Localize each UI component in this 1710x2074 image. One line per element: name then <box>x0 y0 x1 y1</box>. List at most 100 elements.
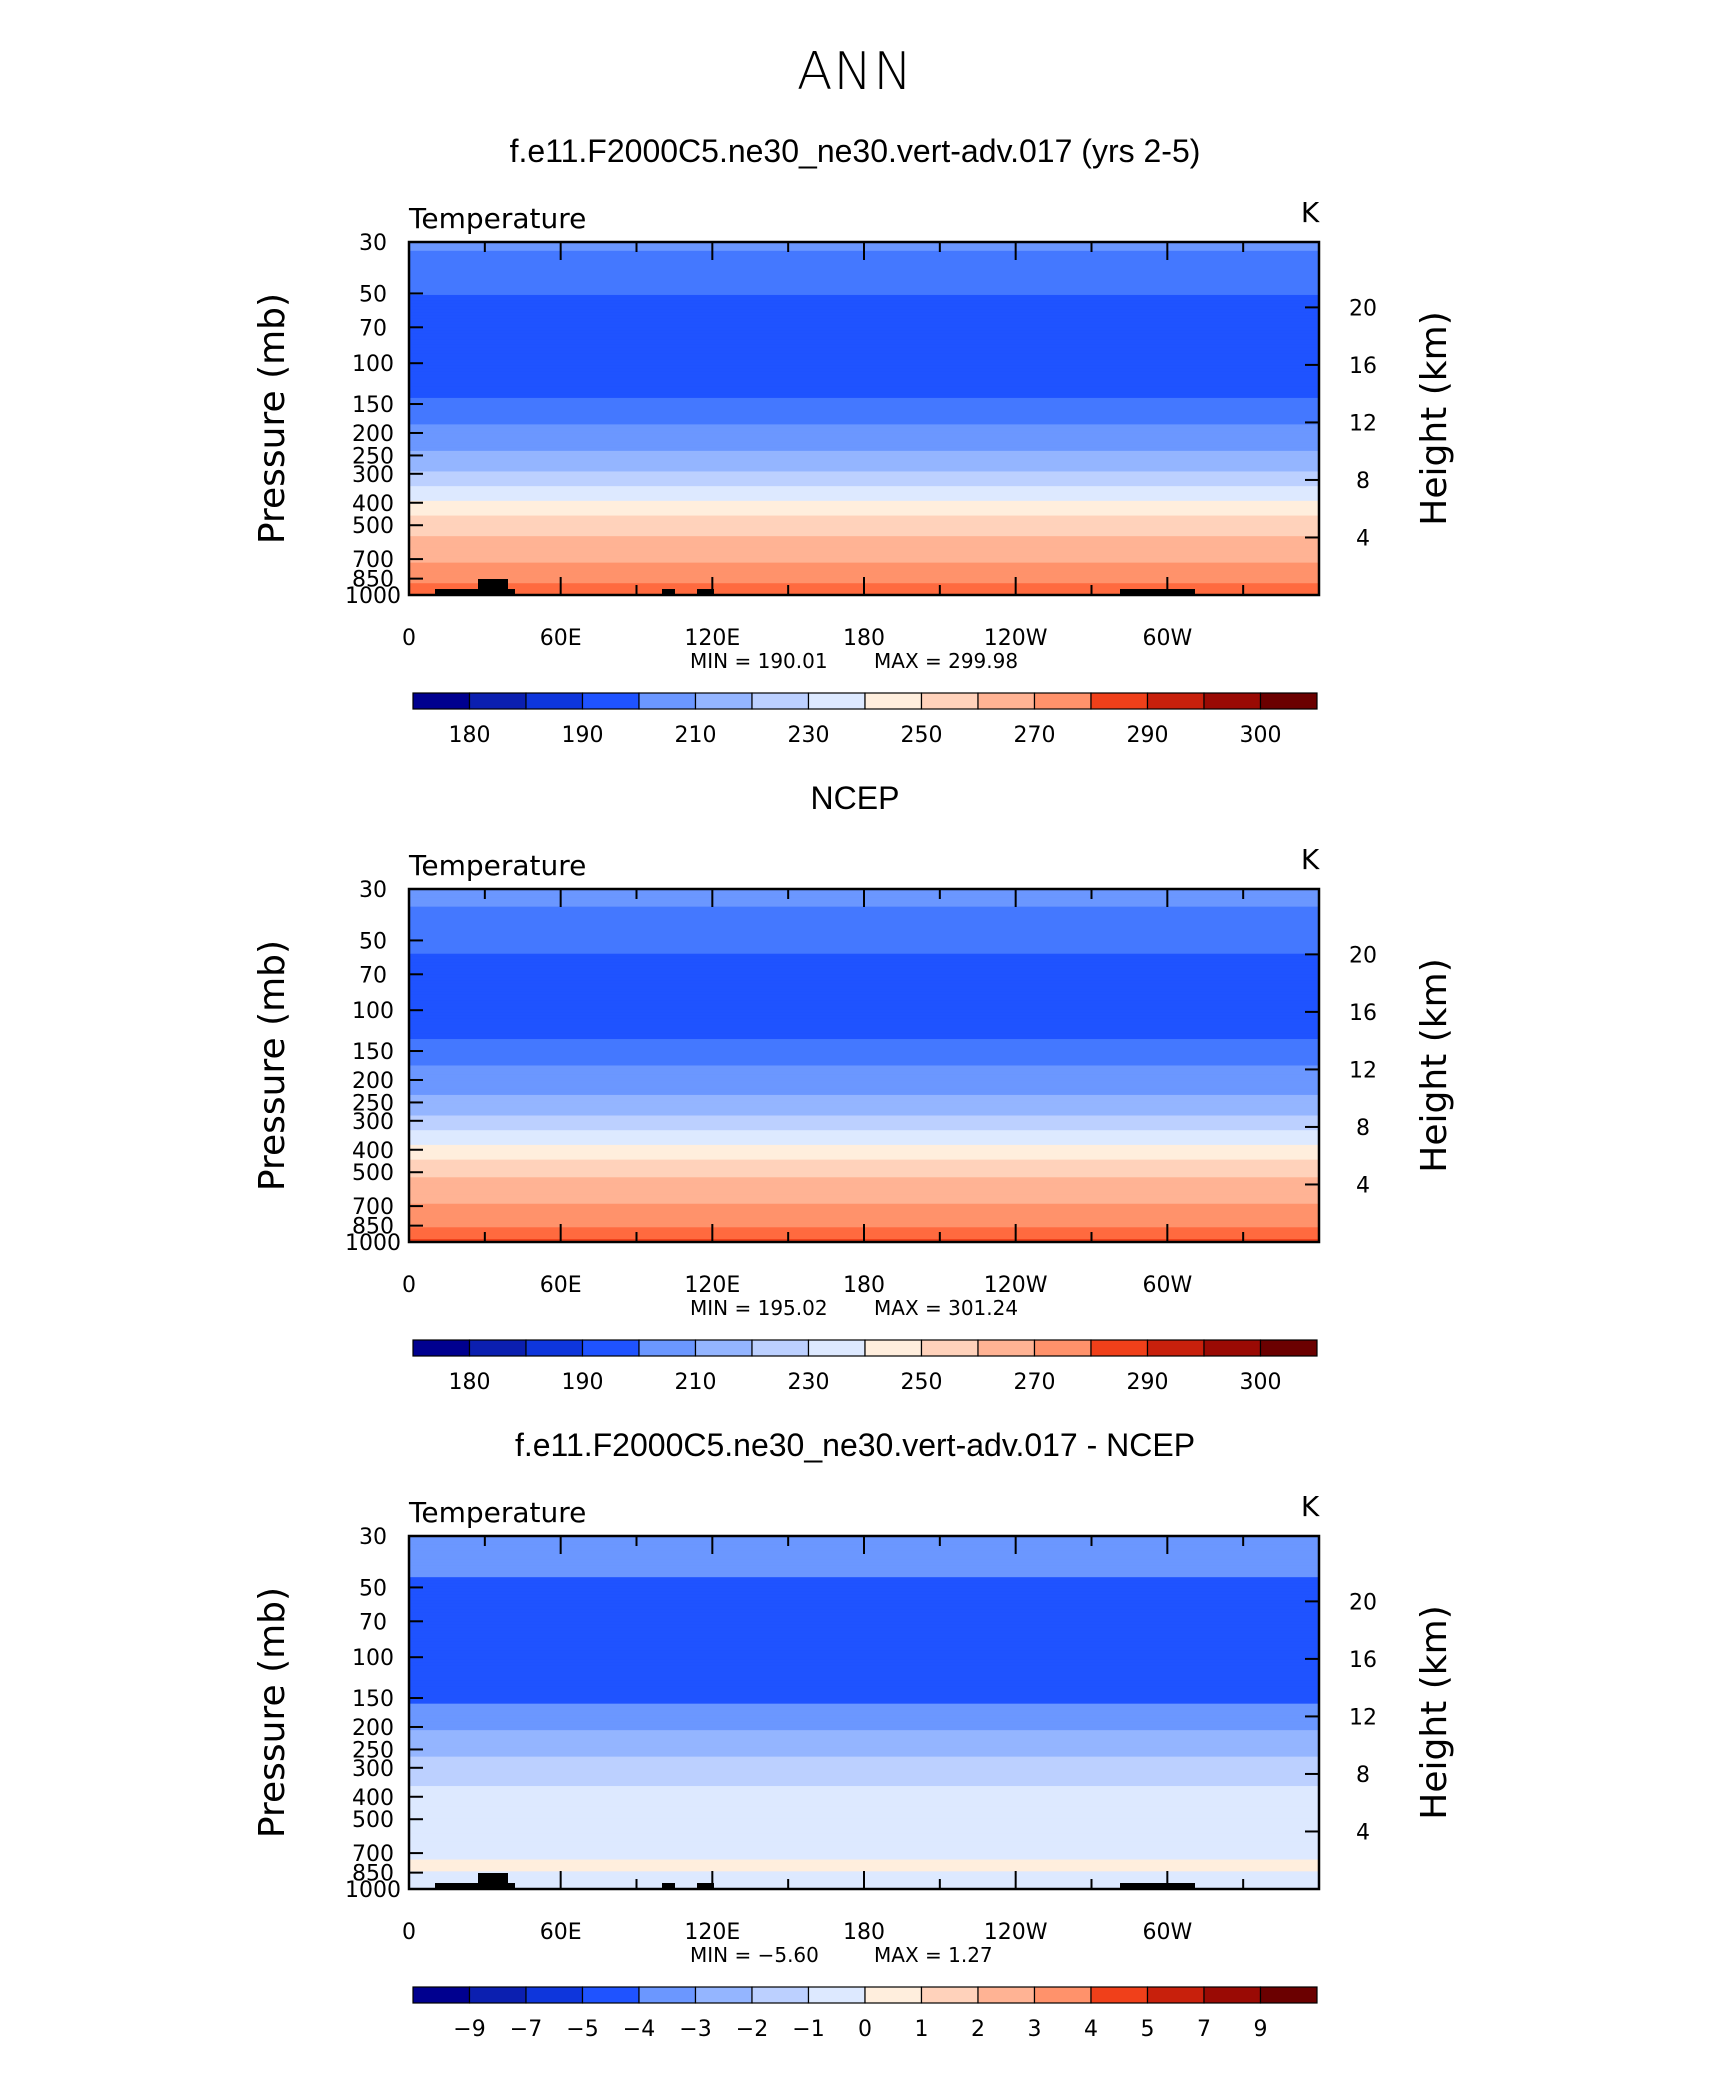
contour-band <box>409 497 1319 502</box>
contour-band <box>409 1756 1319 1761</box>
contour-band <box>409 1600 1319 1605</box>
contour-band <box>409 300 1319 305</box>
contour-band <box>409 1724 1319 1728</box>
contour-band <box>409 1065 1319 1070</box>
contour-band <box>409 1694 1319 1699</box>
contour-band <box>409 1077 1319 1081</box>
colorbar-box <box>412 692 471 710</box>
variable-label: Temperature <box>408 202 586 235</box>
contour-band <box>409 1856 1319 1861</box>
contour-band <box>409 1041 1319 1046</box>
colorbar-box <box>864 1339 923 1357</box>
y-tick-label: 400 <box>352 1786 394 1811</box>
contour-band <box>409 1136 1319 1140</box>
contour-band <box>409 1609 1319 1614</box>
contour-band <box>409 439 1319 443</box>
colorbar-box <box>1033 1986 1092 2004</box>
colorbar-box <box>1259 1986 1318 2004</box>
colorbar-box <box>412 1339 471 1357</box>
contour-band <box>409 274 1319 278</box>
contour-band <box>409 936 1319 940</box>
y-tick-label: 100 <box>352 1646 394 1671</box>
contour-band <box>409 1039 1319 1043</box>
y-tick-label: 1000 <box>345 584 401 609</box>
contour-band <box>409 333 1319 337</box>
contour-band <box>409 1747 1319 1752</box>
contour-band <box>409 430 1319 434</box>
variable-label: Temperature <box>408 1496 586 1529</box>
contour-band <box>409 1215 1319 1220</box>
y-axis-title: Pressure (mb) <box>252 1587 293 1838</box>
colorbar-box <box>807 1986 866 2004</box>
contour-band <box>409 444 1319 449</box>
contour-band <box>409 524 1319 528</box>
terrain-block <box>478 1873 508 1889</box>
contour-band <box>409 1006 1319 1011</box>
y-tick-label: 150 <box>352 1687 394 1712</box>
contour-band <box>409 565 1319 570</box>
colorbar-box <box>1203 1986 1262 2004</box>
panel-title-2: NCEP <box>810 780 900 816</box>
contour-band <box>409 1106 1319 1111</box>
colorbar-box <box>468 1986 527 2004</box>
panel-title-1: f.e11.F2000C5.ne30_ne30.vert-adv.017 (yr… <box>509 133 1201 169</box>
y-tick-label-right: 4 <box>1356 1820 1370 1845</box>
contour-band <box>409 1862 1319 1867</box>
y-tick-label: 30 <box>359 878 387 903</box>
contour-band <box>409 1086 1319 1090</box>
y-tick-label: 700 <box>352 1842 394 1867</box>
contour-band <box>409 492 1319 496</box>
colorbar-box <box>864 1986 923 2004</box>
contour-band <box>409 306 1319 311</box>
colorbar-label: 210 <box>675 1370 717 1395</box>
contour-band <box>409 1124 1319 1128</box>
contour-band <box>409 1565 1319 1569</box>
contour-band <box>409 406 1319 411</box>
x-tick-label: 120W <box>984 1920 1048 1945</box>
colorbar-box <box>1259 692 1318 710</box>
contour-band <box>409 412 1319 417</box>
x-tick-label: 120E <box>684 1920 740 1945</box>
colorbar-label: 2 <box>971 2017 985 2042</box>
contour-band <box>409 568 1319 573</box>
contour-band <box>409 1568 1319 1572</box>
contour-band <box>409 1721 1319 1725</box>
y-tick-label: 1000 <box>345 1878 401 1903</box>
y-tick-label: 250 <box>352 1091 394 1116</box>
contour-band <box>409 1183 1319 1187</box>
contour-band <box>409 1068 1319 1072</box>
contour-band <box>409 971 1319 975</box>
y-tick-label-right: 4 <box>1356 1173 1370 1198</box>
contour-band <box>409 1606 1319 1611</box>
contour-band <box>409 321 1319 325</box>
contour-band <box>409 1018 1319 1022</box>
colorbar-label: 1 <box>915 2017 929 2042</box>
y-tick-label: 250 <box>352 444 394 469</box>
colorbar-box <box>1090 1986 1149 2004</box>
contour-band <box>409 1791 1319 1796</box>
contour-band <box>409 1718 1319 1722</box>
contour-band <box>409 1786 1319 1790</box>
contour-band <box>409 1118 1319 1122</box>
contour-band <box>409 1115 1319 1120</box>
contour-band <box>409 368 1319 373</box>
contour-band <box>409 1644 1319 1649</box>
contour-band <box>409 268 1319 273</box>
contour-band <box>409 1171 1319 1175</box>
contour-band <box>409 1653 1319 1658</box>
contour-band <box>409 259 1319 264</box>
contour-band <box>409 542 1319 546</box>
x-tick-label: 60W <box>1142 626 1192 651</box>
contour-band <box>409 324 1319 328</box>
y-tick-label: 200 <box>352 422 394 447</box>
contour-band <box>409 1641 1319 1646</box>
colorbar-box <box>468 1339 527 1357</box>
terrain-block <box>662 1883 675 1889</box>
colorbar-label: 3 <box>1028 2017 1042 2042</box>
y-tick-label: 100 <box>352 999 394 1024</box>
contour-band <box>409 1180 1319 1184</box>
contour-band <box>409 1218 1319 1223</box>
contour-band <box>409 1056 1319 1061</box>
colorbar-label: 300 <box>1240 1370 1282 1395</box>
